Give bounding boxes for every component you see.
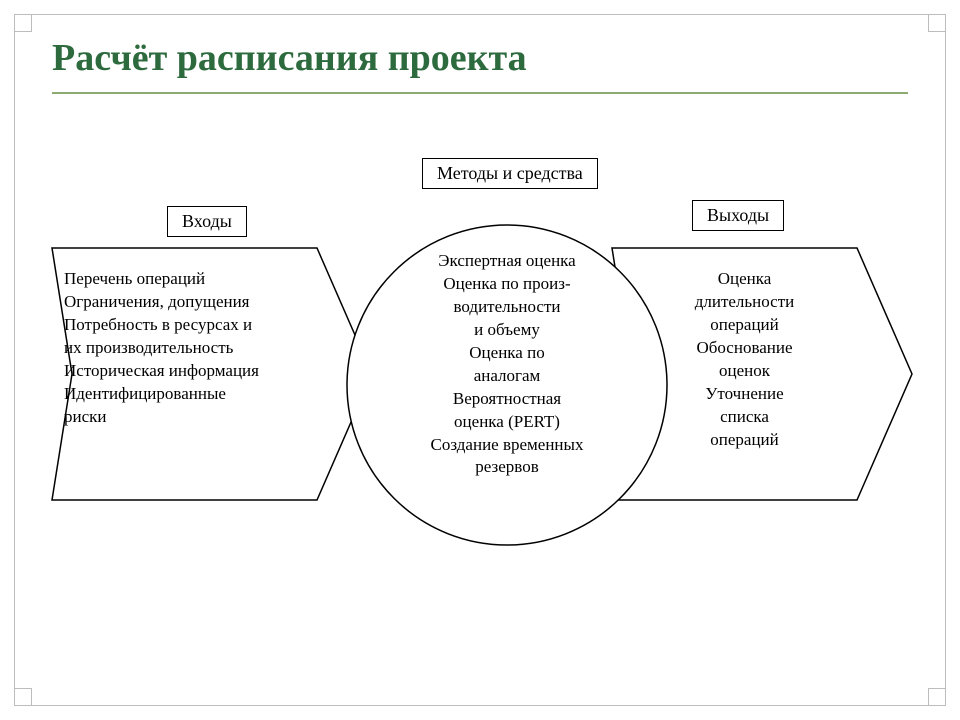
title-underline xyxy=(52,92,908,94)
corner-decoration xyxy=(928,14,946,32)
outputs-text: ОценкадлительностиоперацийОбоснованиеоце… xyxy=(657,268,832,452)
label-inputs: Входы xyxy=(167,206,247,237)
label-outputs: Выходы xyxy=(692,200,784,231)
inputs-text: Перечень операцийОграничения, допущенияП… xyxy=(64,268,319,429)
label-methods: Методы и средства xyxy=(422,158,598,189)
corner-decoration xyxy=(928,688,946,706)
process-diagram: Входы Методы и средства Выходы Перечень … xyxy=(52,140,922,560)
slide: Расчёт расписания проекта Входы Методы и… xyxy=(0,0,960,720)
corner-decoration xyxy=(14,688,32,706)
slide-title: Расчёт расписания проекта xyxy=(52,36,527,80)
methods-text: Экспертная оценкаОценка по произ-водител… xyxy=(397,250,617,479)
corner-decoration xyxy=(14,14,32,32)
